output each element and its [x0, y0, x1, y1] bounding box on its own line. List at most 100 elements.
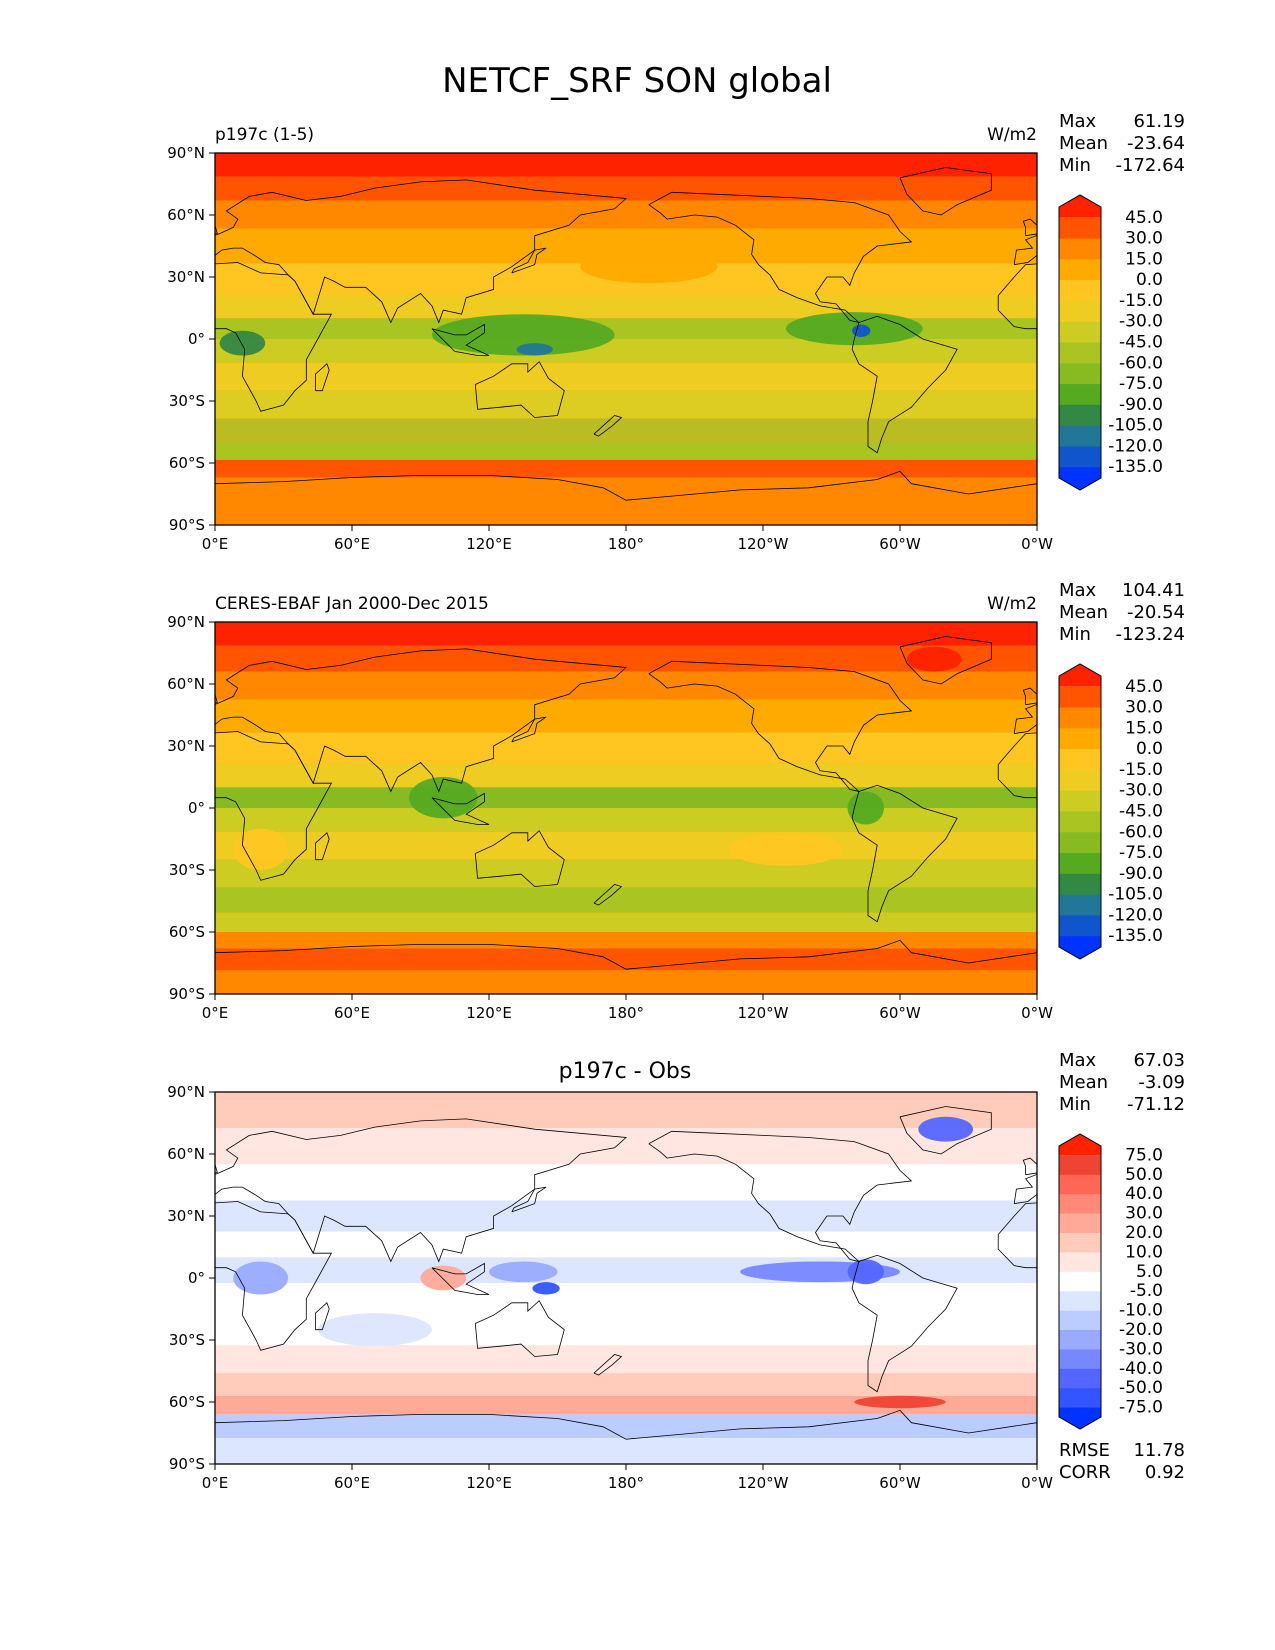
coastline-uk — [1022, 687, 1037, 706]
colorbar-label: -30.0 — [1119, 781, 1163, 801]
lon-tick-label: 60°E — [334, 535, 370, 553]
lat-tick-label: 90°N — [167, 144, 205, 162]
lat-tick-label: 30°S — [169, 861, 205, 879]
colorbar-label: -10.0 — [1119, 1301, 1163, 1321]
colorbar-segment — [1059, 363, 1101, 385]
colorbar: 75.050.040.030.020.010.05.0-5.0-10.0-20.… — [1058, 1133, 1163, 1430]
colorbar-label: -135.0 — [1108, 926, 1163, 946]
colorbar-label: 50.0 — [1125, 1165, 1163, 1185]
coastline-japan — [511, 716, 547, 743]
lon-tick-label: 60°W — [879, 1474, 921, 1492]
colorbar-extend-max — [1059, 664, 1101, 687]
panel-center-title: p197c - Obs — [559, 1059, 692, 1084]
colorbar-segment — [1059, 404, 1101, 427]
lat-tick-label: 90°S — [169, 516, 205, 534]
field-band — [215, 970, 1037, 994]
field-feature — [580, 250, 718, 284]
colorbar-segment — [1059, 1155, 1101, 1176]
field-band — [215, 859, 1037, 888]
lat-tick-label: 90°N — [167, 613, 205, 631]
lat-tick-label: 60°S — [169, 454, 205, 472]
lon-tick-label: 0°E — [202, 1004, 229, 1022]
field-band — [215, 732, 1037, 764]
field-feature — [233, 828, 289, 870]
lon-tick-label: 120°W — [738, 1004, 789, 1022]
field-band — [215, 362, 1037, 391]
colorbar-label: 45.0 — [1125, 677, 1163, 697]
stat-label-rmse: RMSE — [1059, 1440, 1110, 1461]
coastline-africa — [215, 262, 333, 412]
coastline-antarctica — [215, 1409, 1037, 1440]
colorbar-segment — [1059, 384, 1101, 406]
colorbar-segment — [1059, 425, 1101, 447]
colorbar-segment — [1059, 238, 1101, 260]
colorbar-outline — [1058, 1133, 1102, 1430]
lon-tick-label: 60°W — [879, 535, 921, 553]
lon-tick-label: 120°W — [738, 1474, 789, 1492]
stat-label-max: Max — [1059, 111, 1097, 132]
field-band — [215, 887, 1037, 913]
coastline-greenland — [899, 636, 992, 685]
field-band — [215, 1164, 1037, 1201]
colorbar-segment — [1059, 321, 1101, 343]
colorbar-segment — [1059, 1330, 1101, 1350]
lat-tick-label: 0° — [188, 1269, 205, 1287]
field-feature — [317, 1313, 432, 1347]
colorbar-segment — [1059, 853, 1101, 875]
field-feature — [420, 1265, 467, 1291]
field-band — [215, 1438, 1037, 1464]
lon-tick-label: 120°E — [466, 535, 512, 553]
lat-tick-label: 60°N — [167, 675, 205, 693]
stat-value-rmse: 11.78 — [1133, 1440, 1185, 1461]
field-band — [215, 1257, 1037, 1284]
coastline-north_america — [648, 191, 913, 324]
field-feature — [233, 1261, 289, 1295]
coastline-africa — [215, 1201, 333, 1351]
panel-reference: CERES-EBAF Jan 2000-Dec 2015 W/m2 90°N 60… — [167, 580, 1185, 1022]
stat-label-max: Max — [1059, 580, 1097, 601]
coastline-uk — [215, 224, 218, 235]
lon-tick-label: 180° — [608, 535, 644, 553]
colorbar-label: 15.0 — [1125, 718, 1163, 738]
coastline-indonesia — [431, 792, 490, 825]
stat-value-min: -123.24 — [1116, 624, 1185, 645]
field-feature — [918, 1116, 974, 1142]
colorbar-label: -75.0 — [1119, 1398, 1163, 1418]
colorbar-segment — [1059, 300, 1101, 323]
lat-tick-label: 90°S — [169, 1455, 205, 1473]
colorbar-label: -45.0 — [1119, 333, 1163, 353]
coastline-uk — [215, 693, 218, 704]
colorbar-label: 45.0 — [1125, 208, 1163, 228]
lat-tick-label: 30°N — [167, 737, 205, 755]
lat-tick-label: 90°S — [169, 985, 205, 1003]
coastline-madagascar — [315, 1302, 330, 1331]
colorbar-extend-min — [1059, 467, 1101, 490]
lon-tick-label: 180° — [608, 1004, 644, 1022]
colorbar-segment — [1059, 1213, 1101, 1234]
field-band — [215, 1414, 1037, 1439]
colorbar-label: -15.0 — [1119, 291, 1163, 311]
colorbar-label: 10.0 — [1125, 1242, 1163, 1262]
stat-label-mean: Mean — [1059, 602, 1108, 623]
panel-left-title: p197c (1-5) — [215, 125, 314, 145]
colorbar-segment — [1059, 811, 1101, 833]
lon-tick-label: 0°W — [1021, 535, 1053, 553]
lon-tick-label: 60°E — [334, 1474, 370, 1492]
colorbar: 45.030.015.00.0-15.0-30.0-45.0-60.0-75.0… — [1058, 663, 1163, 960]
field-band — [215, 176, 1037, 201]
stat-value-mean: -23.64 — [1127, 133, 1185, 154]
field-feature — [409, 777, 478, 819]
colorbar-label: -50.0 — [1119, 1378, 1163, 1398]
colorbar-segment — [1059, 790, 1101, 812]
coastline-indonesia — [431, 323, 490, 356]
field-feature — [847, 1259, 885, 1285]
colorbar-label: -5.0 — [1130, 1281, 1163, 1301]
colorbar-label: 30.0 — [1125, 1204, 1163, 1224]
stat-value-mean: -3.09 — [1138, 1072, 1185, 1093]
stat-label-corr: CORR — [1059, 1462, 1111, 1483]
field-band — [215, 808, 1037, 832]
colorbar-label: -120.0 — [1108, 905, 1163, 925]
colorbar-label: 20.0 — [1125, 1223, 1163, 1243]
colorbar-segment — [1059, 915, 1101, 937]
coastline-new_zealand — [593, 884, 623, 906]
